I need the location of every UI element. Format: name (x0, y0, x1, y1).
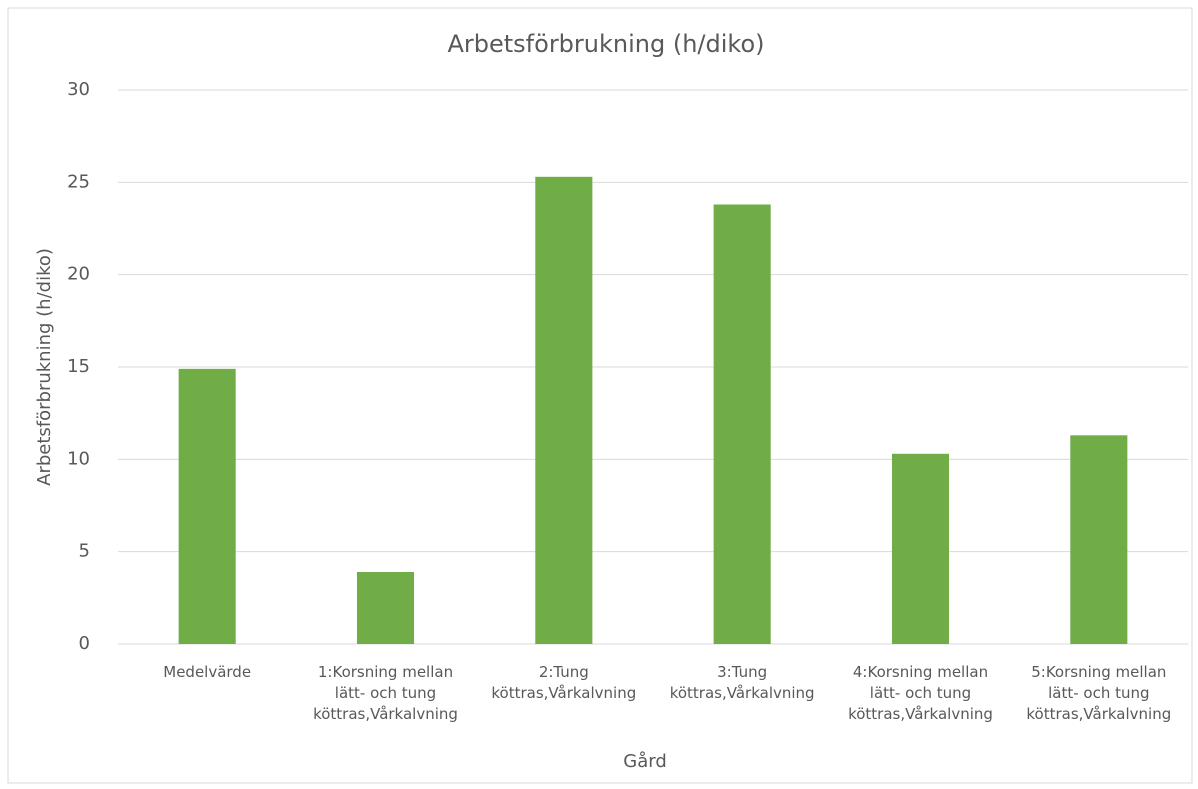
bar (356, 571, 415, 644)
y-tick-label: 15 (67, 356, 90, 377)
x-tick-text: 3:Tung köttras,Vårkalvning (669, 663, 815, 702)
x-tick-label: 2:Tung köttras,Vårkalvning (489, 662, 639, 704)
x-tick-label: 4:Korsning mellan lätt- och tung köttras… (846, 662, 996, 725)
y-tick-label: 25 (67, 171, 90, 192)
x-tick-text: Medelvärde (163, 663, 252, 681)
y-axis-label: Arbetsförbrukning (h/diko) (34, 248, 55, 486)
bar (535, 176, 593, 644)
y-tick-label: 5 (79, 541, 90, 562)
x-axis-label: Gård (623, 751, 667, 772)
bar (1070, 435, 1128, 644)
y-tick-label: 0 (79, 633, 90, 654)
x-tick-label: 5:Korsning mellan lätt- och tung köttras… (1024, 662, 1174, 725)
y-tick-label: 10 (67, 448, 90, 469)
bar (178, 368, 236, 644)
x-tick-label: Medelvärde (132, 662, 282, 683)
x-tick-text: 2:Tung köttras,Vårkalvning (491, 663, 637, 702)
y-tick-label: 20 (67, 264, 90, 285)
x-tick-label: 1:Korsning mellan lätt- och tung köttras… (311, 662, 461, 725)
x-tick-text: 1:Korsning mellan lätt- och tung köttras… (313, 663, 458, 723)
bar (891, 453, 950, 644)
chart-border (7, 7, 1193, 784)
y-tick-label: 30 (67, 79, 90, 100)
chart-title: Arbetsförbrukning (h/diko) (447, 30, 764, 58)
x-tick-label: 3:Tung köttras,Vårkalvning (667, 662, 817, 704)
bar (713, 204, 771, 644)
x-tick-text: 4:Korsning mellan lätt- och tung köttras… (848, 663, 993, 723)
x-tick-text: 5:Korsning mellan lätt- och tung köttras… (1026, 663, 1172, 723)
